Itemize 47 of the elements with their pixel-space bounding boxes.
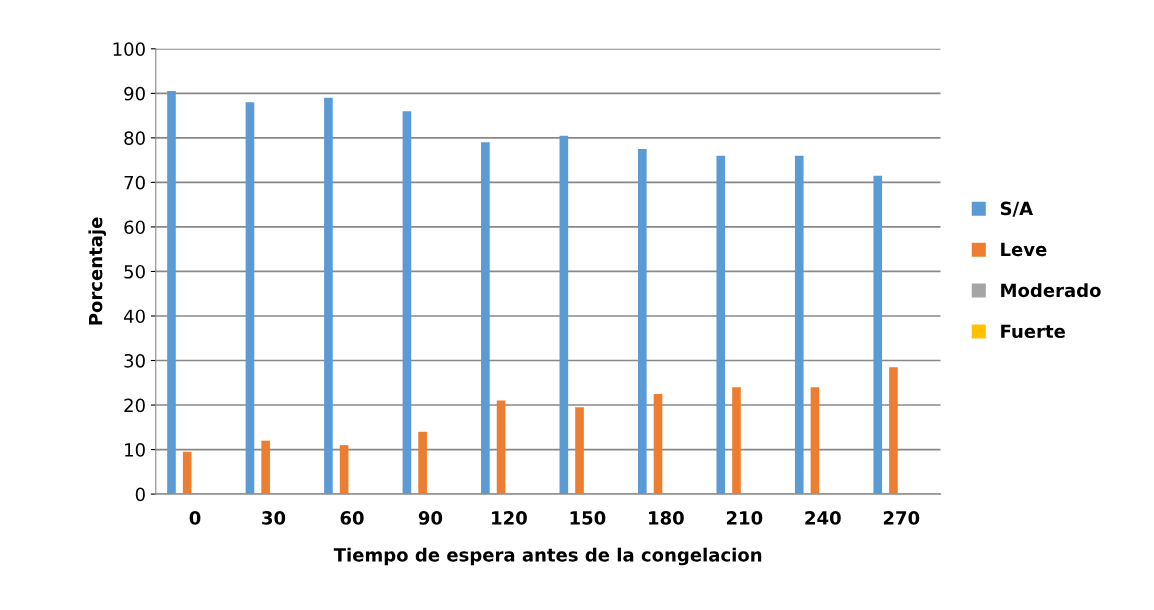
x-tick-label: 150 (570, 511, 606, 525)
bar (496, 400, 506, 495)
bar (638, 148, 647, 495)
bar (261, 440, 270, 495)
bar (716, 155, 726, 495)
y-tick-label: 60 (124, 220, 145, 235)
x-tick-label: 180 (649, 511, 684, 525)
y-tick-label: 40 (123, 309, 145, 324)
bar (810, 387, 820, 495)
x-axis-title: Tiempo de espera antes de la congelacion (333, 547, 762, 566)
y-tick-label: 10 (125, 443, 145, 457)
bar (402, 111, 412, 495)
y-tick-label: 90 (124, 86, 145, 101)
x-tick-label: 120 (492, 511, 527, 525)
x-tick-label: 240 (805, 511, 841, 525)
legend-label: S/A (1000, 201, 1034, 217)
x-tick-label: 270 (883, 511, 920, 525)
x-tick-label: 60 (340, 511, 364, 525)
bar (732, 387, 741, 495)
bar (167, 91, 176, 495)
y-tick-label: 80 (124, 131, 145, 145)
y-tick-label: 50 (124, 264, 145, 279)
y-tick-label: 0 (135, 487, 145, 502)
x-tick-label: 0 (189, 511, 201, 525)
y-tick-label: 100 (113, 42, 145, 56)
y-axis-title: Porcentaje (88, 217, 107, 325)
bar (794, 155, 804, 495)
bar (339, 445, 349, 495)
y-tick-label: 70 (124, 175, 145, 190)
legend-label: Fuerte (1001, 324, 1065, 339)
bar (418, 431, 427, 495)
legend-label: Moderado (1001, 283, 1101, 298)
x-tick-label: 90 (418, 511, 443, 525)
bar (889, 367, 898, 495)
bar (873, 175, 883, 495)
legend-label: Leve (1001, 242, 1047, 257)
bar (324, 97, 333, 495)
x-tick-label: 30 (262, 511, 286, 525)
bar (481, 142, 490, 495)
bar (653, 393, 663, 495)
y-tick-label: 20 (124, 398, 145, 413)
bar (559, 135, 569, 495)
bar (575, 407, 584, 495)
bar (245, 102, 255, 495)
bar (182, 451, 192, 495)
x-tick-label: 210 (726, 511, 763, 525)
y-tick-label: 30 (124, 353, 145, 368)
